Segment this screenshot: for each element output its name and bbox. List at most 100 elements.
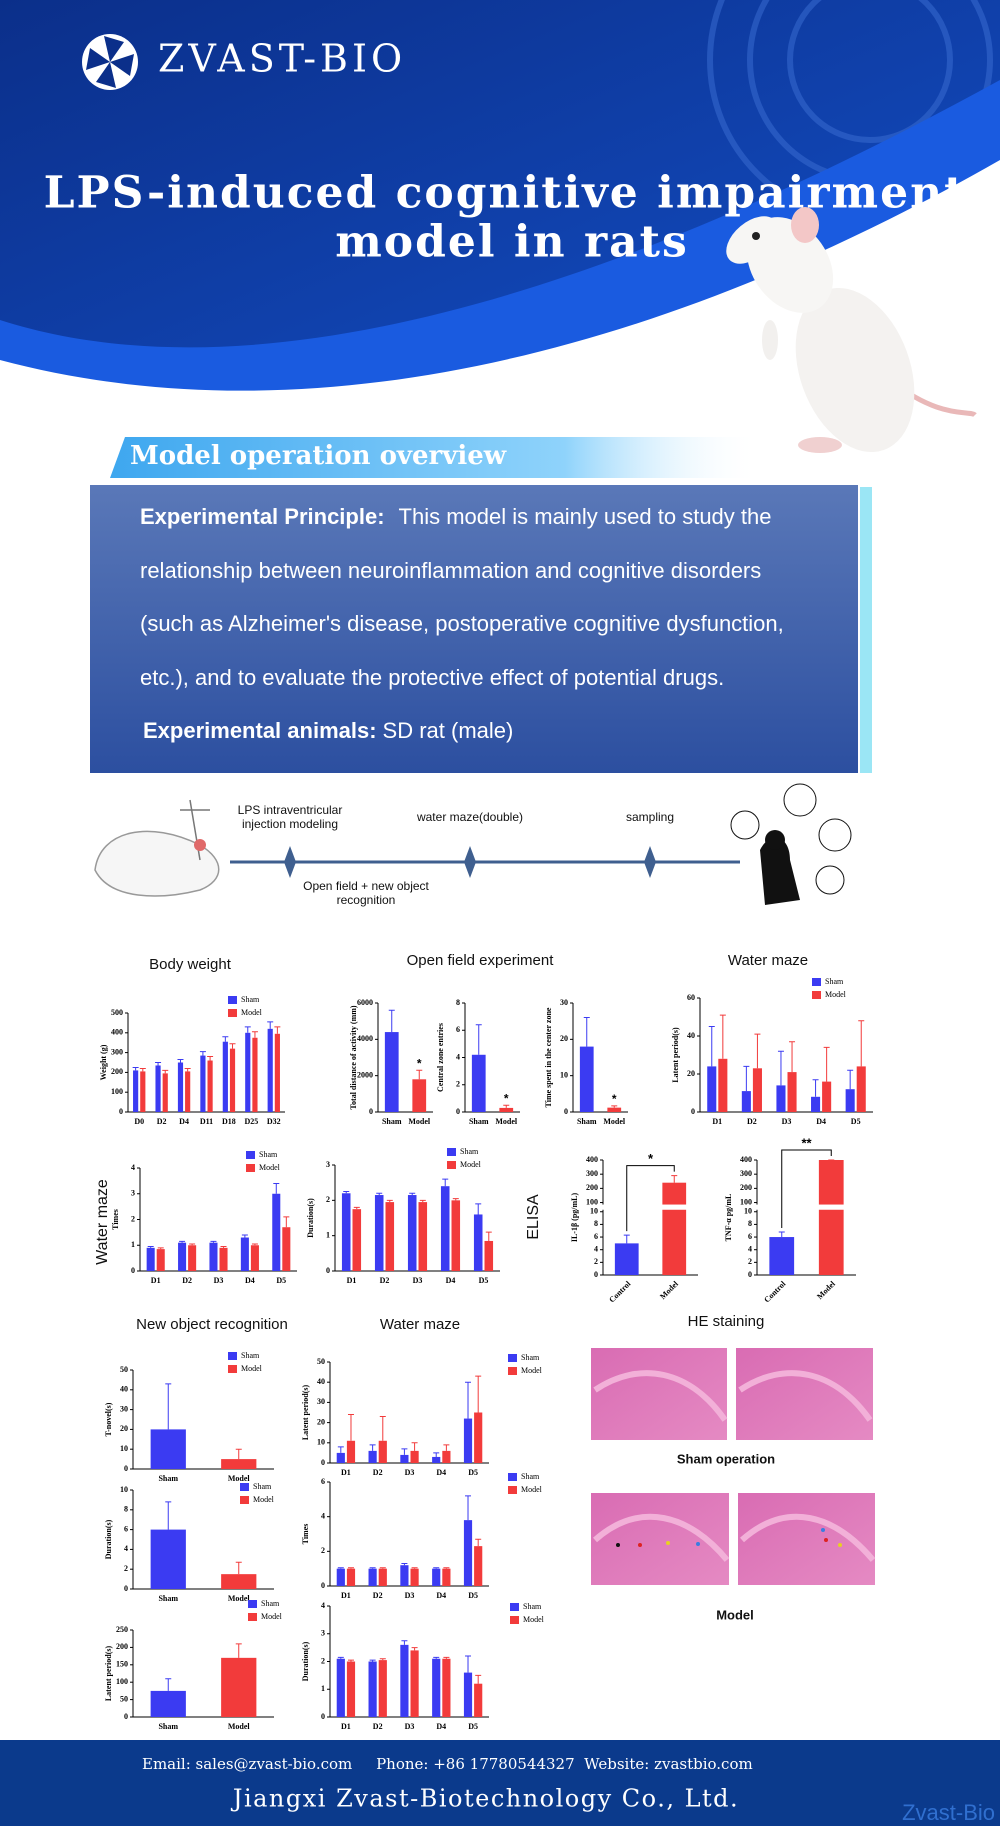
legend-swatch [508, 1367, 517, 1375]
y-tick-label: 20 [120, 1424, 128, 1433]
error-bar [719, 1014, 726, 1059]
error-bar [583, 1017, 590, 1047]
section-title: Body weight [149, 956, 232, 973]
x-tick-label: D1 [712, 1117, 722, 1126]
y-tick-label: 4 [321, 1601, 325, 1610]
overview-box [90, 485, 858, 773]
bar [341, 1193, 351, 1271]
bar [156, 1249, 165, 1271]
error-bar [165, 1678, 172, 1691]
legend-swatch [228, 1365, 237, 1373]
animals-value: SD rat (male) [383, 718, 514, 743]
section-title: Open field experiment [407, 952, 555, 969]
he-images [591, 1348, 876, 1585]
error-bar [165, 1501, 172, 1530]
error-bar [386, 1199, 393, 1203]
x-tick-label: D4 [816, 1117, 826, 1126]
principle-text: relationship between neuroinflammation a… [140, 558, 761, 583]
x-tick-label: D5 [276, 1276, 286, 1285]
y-axis-label: T-novel(s) [104, 1402, 113, 1436]
error-bar [789, 1041, 796, 1073]
bar [221, 1459, 257, 1469]
y-tick-label: 30 [560, 998, 568, 1007]
bar [463, 1520, 473, 1586]
error-bar [442, 1178, 449, 1187]
y-tick-label: 8 [456, 998, 460, 1007]
x-tick-label: D1 [341, 1722, 351, 1731]
y-tick-label: 6000 [357, 998, 373, 1007]
bar [274, 1033, 280, 1112]
bar [177, 1062, 184, 1112]
y-axis-label: Times [111, 1209, 120, 1230]
error-bar [465, 1655, 472, 1673]
legend-label: Model [521, 1366, 543, 1375]
error-bar [411, 1647, 418, 1651]
chart: 0 1 2 3 Duration(s) D1 D2 D3 D4 D5 Sham Model [306, 1147, 500, 1285]
x-tick-label: D32 [267, 1117, 281, 1126]
error-bar [274, 1026, 281, 1034]
x-tick-label: Sham [469, 1117, 489, 1126]
brand: ZVAST-BIO [158, 37, 406, 81]
error-bar [777, 1050, 784, 1086]
legend-swatch [248, 1600, 257, 1608]
legend-swatch [508, 1486, 517, 1494]
x-tick-label: D4 [446, 1276, 456, 1285]
error-bar [433, 1567, 440, 1569]
bar [229, 1048, 236, 1112]
chart: 0 2 4 6 8 Central zone entries Sham Model * [436, 998, 520, 1126]
error-bar [708, 1026, 715, 1067]
error-bar [251, 1243, 258, 1246]
bar [845, 1089, 855, 1112]
legend-label: Model [460, 1160, 482, 1169]
bar [418, 1202, 428, 1271]
y-axis-label: Time spent in the center zone [544, 1007, 553, 1107]
y-tick-label: 10 [590, 1207, 598, 1216]
bar [607, 1107, 622, 1112]
y-tick-label: 10 [120, 1444, 128, 1453]
y-tick-label: 100 [586, 1197, 598, 1206]
footer-bg [0, 1740, 1000, 1826]
x-tick-label: D1 [151, 1276, 161, 1285]
error-bar [132, 1066, 139, 1071]
bar [368, 1661, 377, 1717]
y-tick-label: 1 [326, 1230, 330, 1239]
y-tick-label: 2 [594, 1257, 598, 1266]
legend-label: Sham [521, 1472, 540, 1481]
y-tick-label: 40 [317, 1377, 325, 1386]
error-bar [858, 1020, 865, 1067]
error-bar [465, 1495, 472, 1521]
chart: 0 100 200 300 400 500 Weight (g) D0 D2 D4 D11 D18 D2… [99, 995, 285, 1126]
y-tick-label: 4 [124, 1544, 128, 1553]
x-tick-label: D1 [347, 1276, 357, 1285]
y-tick-label: 3 [321, 1629, 325, 1638]
header-wave-white [0, 160, 1000, 440]
bar [178, 1242, 187, 1271]
error-bar [199, 1051, 206, 1056]
y-tick-label: 0 [124, 1584, 128, 1593]
y-axis-label: TNF-α pg/mL [724, 1194, 733, 1242]
error-bar [388, 1009, 395, 1033]
bar [440, 1186, 450, 1271]
legend-label: Model [523, 1615, 545, 1624]
x-tick-label: D1 [341, 1468, 351, 1477]
bar [400, 1644, 409, 1717]
significance: ** [801, 1135, 812, 1150]
section-title: Sham operation [677, 1451, 775, 1466]
error-bar [475, 1024, 482, 1055]
thinker-illustration [730, 783, 852, 905]
bar [200, 1055, 206, 1112]
y-tick-label: 0 [748, 1270, 752, 1279]
y-tick-label: 400 [586, 1155, 598, 1164]
x-tick-label: Model [603, 1117, 626, 1126]
error-bar [353, 1206, 360, 1210]
bar [752, 1068, 762, 1112]
error-bar [671, 1175, 678, 1183]
error-bar [210, 1240, 217, 1243]
error-bar [235, 1643, 242, 1658]
y-tick-label: 300 [586, 1169, 598, 1178]
error-bar [823, 1046, 830, 1082]
section-title: HE staining [688, 1313, 765, 1330]
y-tick-label: 0 [564, 1107, 568, 1116]
error-bar [155, 1062, 162, 1066]
logo [82, 34, 138, 90]
